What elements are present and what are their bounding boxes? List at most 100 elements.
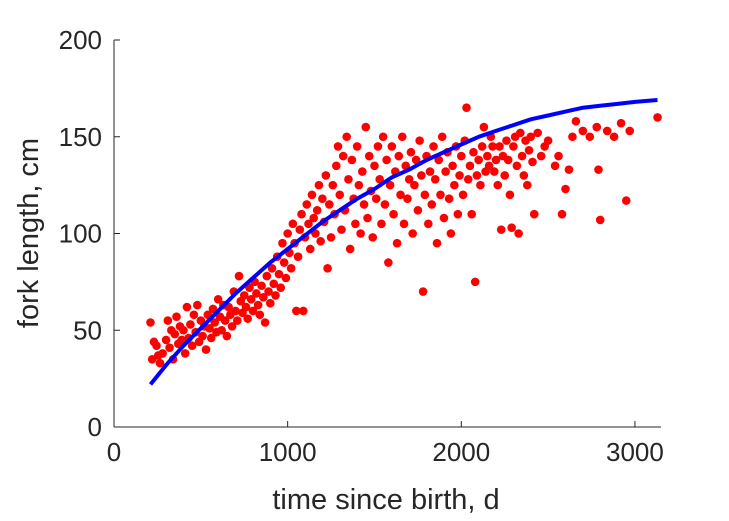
data-point: [392, 238, 402, 248]
data-point: [338, 151, 348, 161]
data-point: [234, 271, 244, 281]
data-point: [265, 298, 275, 308]
data-point: [425, 167, 435, 176]
data-point: [278, 238, 287, 248]
data-point: [408, 229, 417, 238]
data-point: [187, 341, 197, 351]
data-point: [441, 167, 450, 176]
data-point: [476, 180, 485, 190]
data-point: [257, 281, 266, 291]
data-point: [208, 304, 218, 314]
data-point: [410, 180, 419, 190]
data-point: [222, 331, 232, 341]
data-point: [653, 113, 662, 122]
data-point: [361, 122, 371, 132]
x-axis-label: time since birth, d: [272, 484, 499, 516]
data-point: [356, 229, 365, 238]
data-point: [255, 310, 265, 320]
data-point: [625, 126, 635, 136]
data-point: [437, 132, 447, 142]
data-point: [293, 252, 303, 262]
data-point: [213, 294, 223, 304]
plot-area: [146, 98, 662, 386]
data-point: [312, 205, 322, 215]
data-point: [259, 293, 268, 302]
data-point: [602, 126, 612, 136]
data-point: [463, 175, 473, 184]
data-point: [152, 341, 161, 351]
data-point: [401, 161, 411, 171]
data-point: [352, 142, 362, 151]
data-point: [387, 142, 397, 151]
data-point: [417, 171, 426, 180]
data-point: [424, 219, 433, 229]
data-point: [358, 167, 367, 176]
data-point: [189, 310, 199, 320]
data-point: [519, 171, 529, 180]
data-point: [550, 161, 560, 171]
data-point: [253, 300, 263, 310]
y-tick-label: 0: [88, 412, 102, 442]
data-point: [554, 151, 563, 161]
data-point: [594, 165, 603, 174]
data-point: [484, 161, 494, 171]
data-point: [496, 225, 506, 234]
data-point: [304, 219, 313, 229]
data-point: [231, 306, 240, 316]
data-point: [201, 345, 211, 354]
data-point: [193, 300, 202, 310]
data-point: [493, 180, 503, 190]
data-point: [206, 333, 216, 343]
data-point: [292, 306, 301, 316]
data-point: [267, 264, 277, 273]
data-point: [444, 194, 454, 203]
data-point: [472, 171, 482, 180]
data-point: [517, 151, 527, 161]
data-point: [543, 136, 553, 145]
data-point: [241, 302, 251, 312]
data-point: [529, 209, 539, 219]
data-point: [155, 358, 165, 368]
data-point: [458, 190, 468, 200]
data-point: [420, 190, 430, 200]
data-point: [262, 271, 272, 281]
y-tick-label: 150: [59, 122, 102, 152]
data-point: [479, 122, 489, 132]
data-point: [331, 161, 341, 171]
data-point: [170, 329, 180, 339]
y-tick-label: 50: [73, 315, 102, 345]
data-point: [514, 229, 523, 238]
data-point: [276, 283, 286, 292]
data-point: [345, 244, 355, 254]
data-point: [186, 320, 195, 329]
data-point: [413, 205, 423, 215]
data-point: [571, 116, 581, 126]
data-point: [396, 190, 405, 200]
data-point: [446, 229, 456, 238]
y-tick-label: 100: [59, 219, 102, 249]
data-point: [427, 200, 437, 209]
data-point: [205, 324, 214, 333]
data-point: [333, 142, 343, 151]
data-point: [469, 147, 478, 157]
data-point: [467, 209, 477, 219]
fit-curve: [148, 98, 658, 386]
data-point: [220, 316, 230, 325]
data-point: [578, 126, 588, 136]
data-point: [344, 175, 353, 184]
data-point: [434, 155, 444, 165]
data-point: [307, 190, 317, 200]
data-point: [495, 142, 504, 151]
data-point: [179, 325, 188, 335]
data-point: [354, 180, 364, 190]
data-point: [163, 316, 173, 325]
data-point: [533, 128, 543, 138]
data-point: [616, 118, 626, 128]
data-point: [439, 213, 449, 223]
data-point: [377, 219, 386, 229]
data-point: [158, 349, 167, 358]
data-point: [394, 151, 404, 161]
data-point: [453, 209, 463, 219]
data-point: [243, 314, 253, 323]
